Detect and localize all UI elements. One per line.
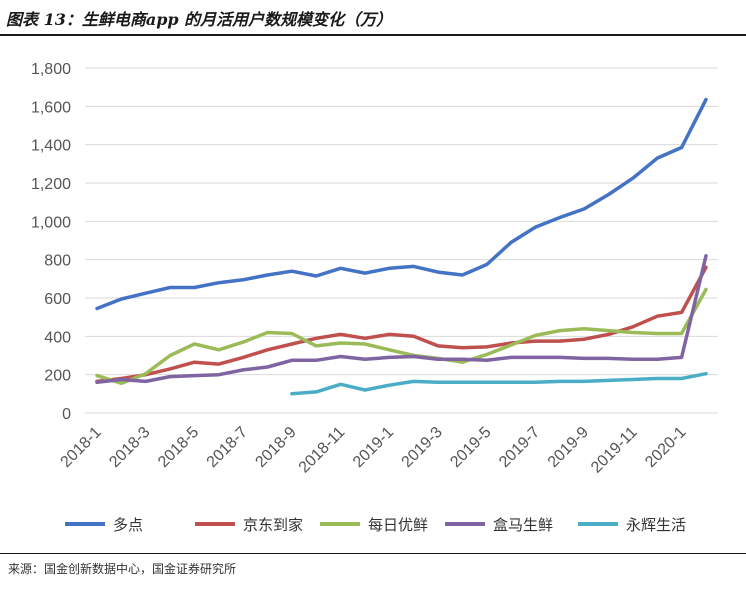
legend: 多点 京东到家 每日优鲜 盒马生鲜 永辉生活 xyxy=(65,516,686,534)
series-line-每日优鲜 xyxy=(95,287,708,386)
x-tick-label: 2018-11 xyxy=(296,424,349,477)
x-tick-label: 2018-7 xyxy=(204,424,251,471)
grid-lines xyxy=(85,67,718,414)
y-tick-label: 600 xyxy=(44,291,71,308)
series-line-永辉生活 xyxy=(290,371,708,396)
legend-label: 盒马生鲜 xyxy=(493,516,553,534)
x-tick-label: 2019-1 xyxy=(350,424,397,471)
y-tick-label: 1,000 xyxy=(31,214,71,231)
y-axis: 0 200 400 600 800 1,000 1,200 1,400 1,600 1,800 xyxy=(31,61,71,423)
line-chart: 0 200 400 600 800 1,000 1,200 1,400 1,600 1,800 2… xyxy=(31,61,718,534)
legend-label: 多点 xyxy=(113,516,143,534)
x-tick-label: 2019-5 xyxy=(447,424,494,471)
x-tick-label: 2019-9 xyxy=(545,424,592,471)
x-tick-label: 2018-1 xyxy=(58,424,105,471)
y-tick-label: 1,400 xyxy=(31,138,71,155)
y-tick-label: 1,200 xyxy=(31,176,71,193)
y-tick-label: 400 xyxy=(44,329,71,346)
legend-label: 京东到家 xyxy=(243,516,303,534)
y-tick-label: 800 xyxy=(44,253,71,270)
source-rule xyxy=(0,553,746,554)
x-tick-label: 2019-7 xyxy=(496,424,543,471)
x-tick-label: 2018-9 xyxy=(252,424,299,471)
series-line-盒马生鲜 xyxy=(95,254,708,385)
y-tick-label: 1,600 xyxy=(31,99,71,116)
title-rule xyxy=(0,34,746,36)
y-tick-label: 1,800 xyxy=(31,61,71,78)
y-tick-label: 200 xyxy=(44,368,71,385)
x-tick-label: 2019-11 xyxy=(588,424,641,477)
series-line-京东到家 xyxy=(95,265,708,384)
series-line-多点 xyxy=(95,97,708,311)
legend-label: 每日优鲜 xyxy=(368,516,428,534)
x-tick-label: 2020-1 xyxy=(642,424,689,471)
x-tick-label: 2018-5 xyxy=(155,424,202,471)
chart-title: 图表 13：生鲜电商app 的月活用户数规模变化（万） xyxy=(6,10,393,29)
y-tick-label: 0 xyxy=(62,406,71,423)
x-tick-label: 2019-3 xyxy=(399,424,446,471)
series-lines xyxy=(95,97,708,396)
source-note: 来源：国金创新数据中心，国金证券研究所 xyxy=(8,562,237,576)
legend-label: 永辉生活 xyxy=(626,516,686,534)
x-tick-label: 2018-3 xyxy=(106,424,153,471)
